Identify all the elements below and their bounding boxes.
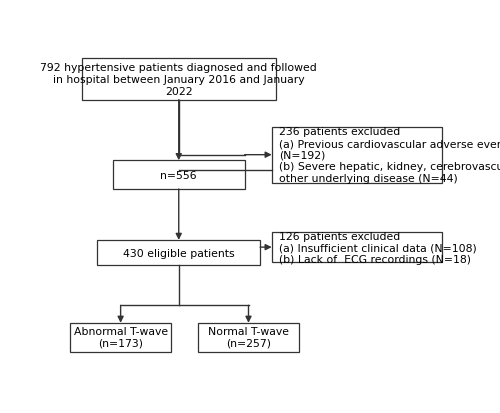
Text: Normal T-wave
(n=257): Normal T-wave (n=257): [208, 327, 289, 348]
FancyBboxPatch shape: [98, 240, 260, 266]
FancyBboxPatch shape: [272, 128, 442, 183]
FancyBboxPatch shape: [113, 161, 244, 190]
Text: 430 eligible patients: 430 eligible patients: [123, 248, 234, 258]
FancyBboxPatch shape: [272, 233, 442, 263]
FancyBboxPatch shape: [198, 323, 299, 352]
FancyBboxPatch shape: [82, 59, 276, 100]
Text: 792 hypertensive patients diagnosed and followed
in hospital between January 201: 792 hypertensive patients diagnosed and …: [40, 63, 317, 96]
Text: n=556: n=556: [160, 170, 197, 180]
Text: 236 patients excluded
(a) Previous cardiovascular adverse events
(N=192)
(b) Sev: 236 patients excluded (a) Previous cardi…: [278, 127, 500, 183]
Text: Abnormal T-wave
(n=173): Abnormal T-wave (n=173): [74, 327, 168, 348]
Text: 126 patients excluded
(a) Insufficient clinical data (N=108)
(b) Lack of  ECG re: 126 patients excluded (a) Insufficient c…: [278, 231, 476, 264]
FancyBboxPatch shape: [70, 323, 171, 352]
